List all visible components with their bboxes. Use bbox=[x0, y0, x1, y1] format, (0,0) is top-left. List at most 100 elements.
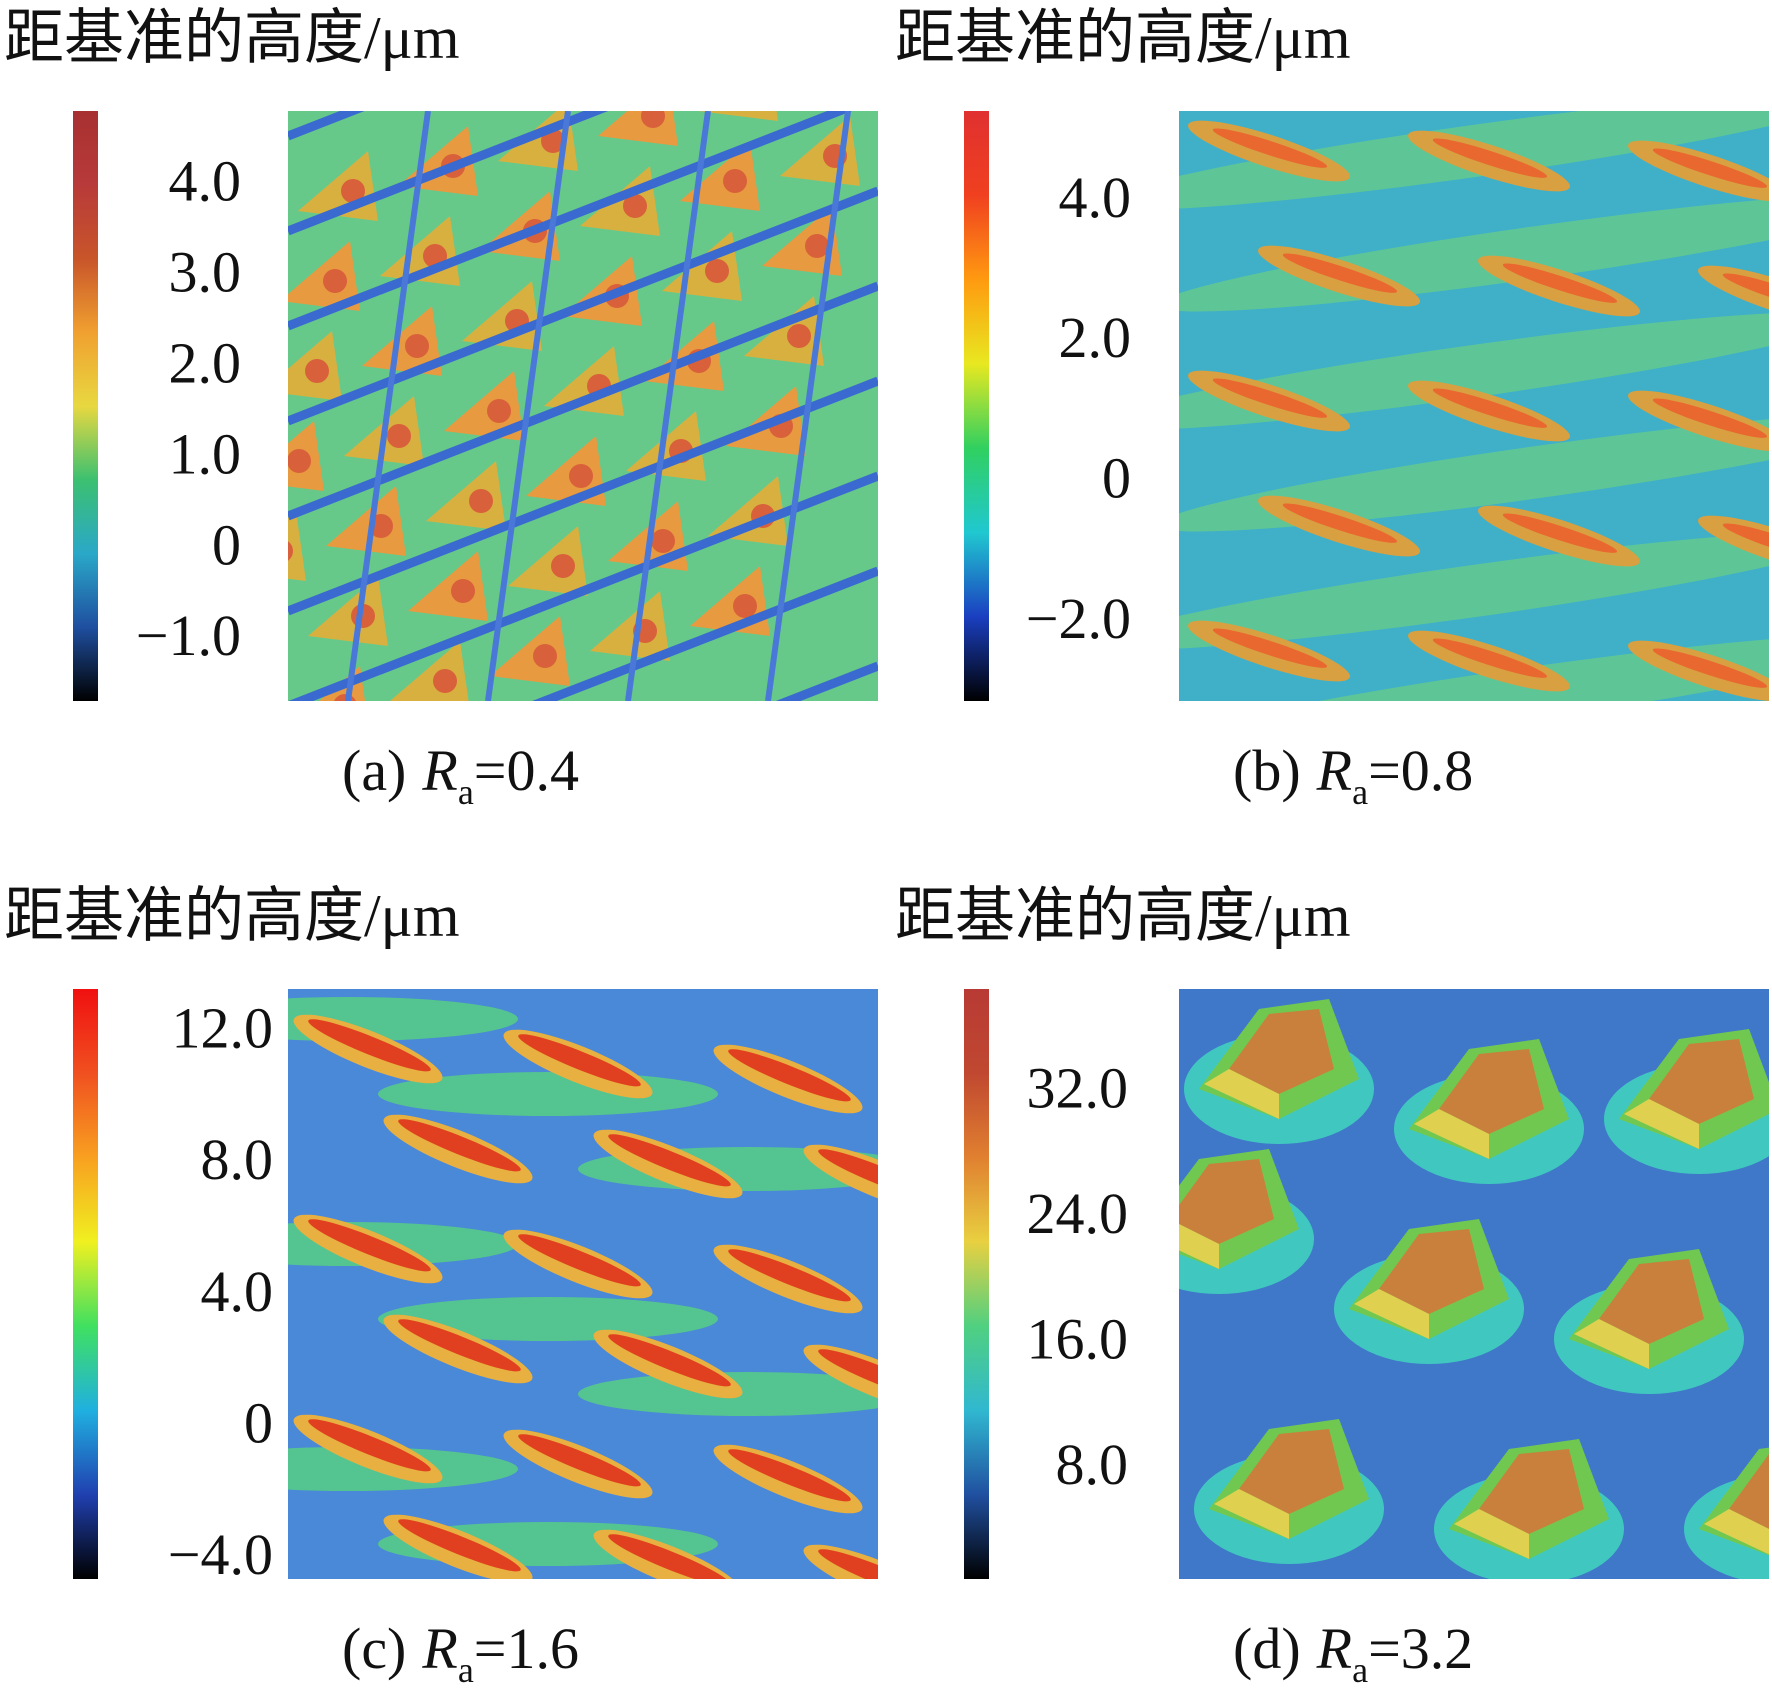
surface-feature bbox=[308, 576, 388, 646]
surface-feature bbox=[288, 449, 311, 473]
surface-feature bbox=[818, 1349, 878, 1402]
caption-symbol: R bbox=[1316, 738, 1352, 803]
surface-image bbox=[288, 989, 878, 1579]
surface-feature bbox=[1179, 1224, 1219, 1269]
surface-feature bbox=[1212, 378, 1328, 418]
surface-feature bbox=[533, 644, 557, 668]
surface-groove bbox=[765, 111, 851, 701]
surface-feature bbox=[1414, 1109, 1489, 1159]
surface-feature bbox=[305, 359, 329, 383]
surface-feature bbox=[1729, 1454, 1769, 1529]
colorbar-tick-label: 1.0 bbox=[169, 421, 242, 486]
surface-feature bbox=[608, 1534, 731, 1579]
colorbar-tick-label: 16.0 bbox=[1027, 1307, 1129, 1372]
surface-image bbox=[251, 54, 878, 701]
surface-feature bbox=[308, 1419, 431, 1472]
surface-groove bbox=[345, 111, 431, 701]
surface-feature bbox=[1439, 1049, 1544, 1134]
surface-feature bbox=[326, 486, 406, 556]
caption: (b) Ra=0.8 bbox=[1233, 738, 1473, 812]
surface-feature bbox=[551, 554, 575, 578]
surface-groove bbox=[288, 281, 878, 521]
surface-feature bbox=[705, 259, 729, 283]
surface-feature bbox=[741, 79, 765, 103]
colorbar bbox=[73, 111, 98, 701]
surface-feature bbox=[723, 169, 747, 193]
surface-feature bbox=[1722, 273, 1769, 313]
surface-feature bbox=[787, 324, 811, 348]
surface-feature bbox=[451, 579, 475, 603]
surface-feature bbox=[1204, 1069, 1279, 1119]
surface-feature bbox=[1599, 1259, 1704, 1344]
surface-feature bbox=[426, 461, 506, 531]
surface-feature bbox=[608, 1334, 731, 1387]
surface-feature bbox=[651, 529, 675, 553]
surface-groove bbox=[625, 111, 711, 701]
surface-feature bbox=[518, 1034, 641, 1087]
surface-feature bbox=[1379, 1229, 1484, 1314]
colorbar-tick-label: 2.0 bbox=[169, 330, 242, 395]
surface-feature bbox=[398, 1519, 521, 1572]
surface-feature bbox=[1454, 1509, 1529, 1559]
surface-feature bbox=[818, 1149, 878, 1202]
colorbar bbox=[964, 111, 989, 701]
surface-feature bbox=[1574, 1319, 1649, 1369]
surface-feature bbox=[1432, 638, 1548, 678]
surface-feature bbox=[680, 141, 760, 211]
colorbar-tick-label: 0 bbox=[212, 512, 241, 577]
surface-feature bbox=[623, 194, 647, 218]
caption: (d) Ra=3.2 bbox=[1233, 1616, 1473, 1690]
surface-feature bbox=[1239, 1429, 1344, 1514]
caption-subscript: a bbox=[1352, 772, 1368, 812]
surface-feature bbox=[398, 1119, 521, 1172]
colorbar-tick-label: −2.0 bbox=[1026, 586, 1131, 651]
surface-feature bbox=[526, 436, 606, 506]
caption-subscript: a bbox=[458, 1650, 474, 1690]
surface-feature bbox=[323, 269, 347, 293]
surface-feature bbox=[728, 1249, 851, 1302]
surface-feature bbox=[518, 1234, 641, 1287]
surface-groove bbox=[288, 111, 852, 331]
panel: 距基准的高度/μm 32.0 24.0 16.0 8.0 (d) Ra=3.2 bbox=[895, 883, 1769, 1690]
surface-feature bbox=[698, 111, 778, 121]
surface-groove bbox=[288, 471, 878, 701]
surface-feature bbox=[1354, 1289, 1429, 1339]
caption-label: (b) bbox=[1233, 738, 1301, 803]
surface-feature bbox=[251, 629, 275, 653]
surface-feature bbox=[487, 399, 511, 423]
surface-feature bbox=[378, 1297, 718, 1341]
colorbar bbox=[73, 989, 98, 1579]
surface-feature bbox=[334, 694, 356, 701]
surface-feature bbox=[1432, 138, 1548, 178]
caption: (c) Ra=1.6 bbox=[342, 1616, 579, 1690]
colorbar-tick-label: 3.0 bbox=[169, 240, 242, 305]
surface-feature bbox=[288, 421, 324, 491]
surface-feature bbox=[541, 129, 565, 153]
surface-feature bbox=[1179, 532, 1769, 650]
colorbar-tick-label: 12.0 bbox=[172, 995, 274, 1060]
caption-value: =0.8 bbox=[1368, 738, 1473, 803]
surface-feature bbox=[608, 1134, 731, 1187]
panel-title: 距基准的高度/μm bbox=[4, 883, 460, 949]
surface-feature bbox=[841, 54, 865, 78]
surface-feature bbox=[518, 1434, 641, 1487]
surface-feature bbox=[590, 591, 670, 661]
surface-feature bbox=[1282, 503, 1398, 543]
surface-feature bbox=[308, 1019, 431, 1072]
caption: (a) Ra=0.4 bbox=[342, 738, 579, 812]
colorbar-tick-label: 0 bbox=[244, 1391, 273, 1456]
colorbar-tick-label: 24.0 bbox=[1027, 1181, 1129, 1246]
colorbar-tick-label: 4.0 bbox=[169, 149, 242, 214]
surface-feature bbox=[469, 489, 493, 513]
caption-label: (c) bbox=[342, 1616, 406, 1681]
surface-feature bbox=[362, 306, 442, 376]
colorbar-tick-label: 0 bbox=[1102, 446, 1131, 511]
surface-image bbox=[1179, 111, 1769, 701]
colorbar-tick-label: −4.0 bbox=[168, 1522, 273, 1587]
surface-feature bbox=[1652, 648, 1768, 688]
caption-value: =3.2 bbox=[1368, 1616, 1473, 1681]
surface-feature bbox=[626, 411, 706, 481]
caption-value: =1.6 bbox=[474, 1616, 579, 1681]
surface-feature bbox=[805, 234, 829, 258]
